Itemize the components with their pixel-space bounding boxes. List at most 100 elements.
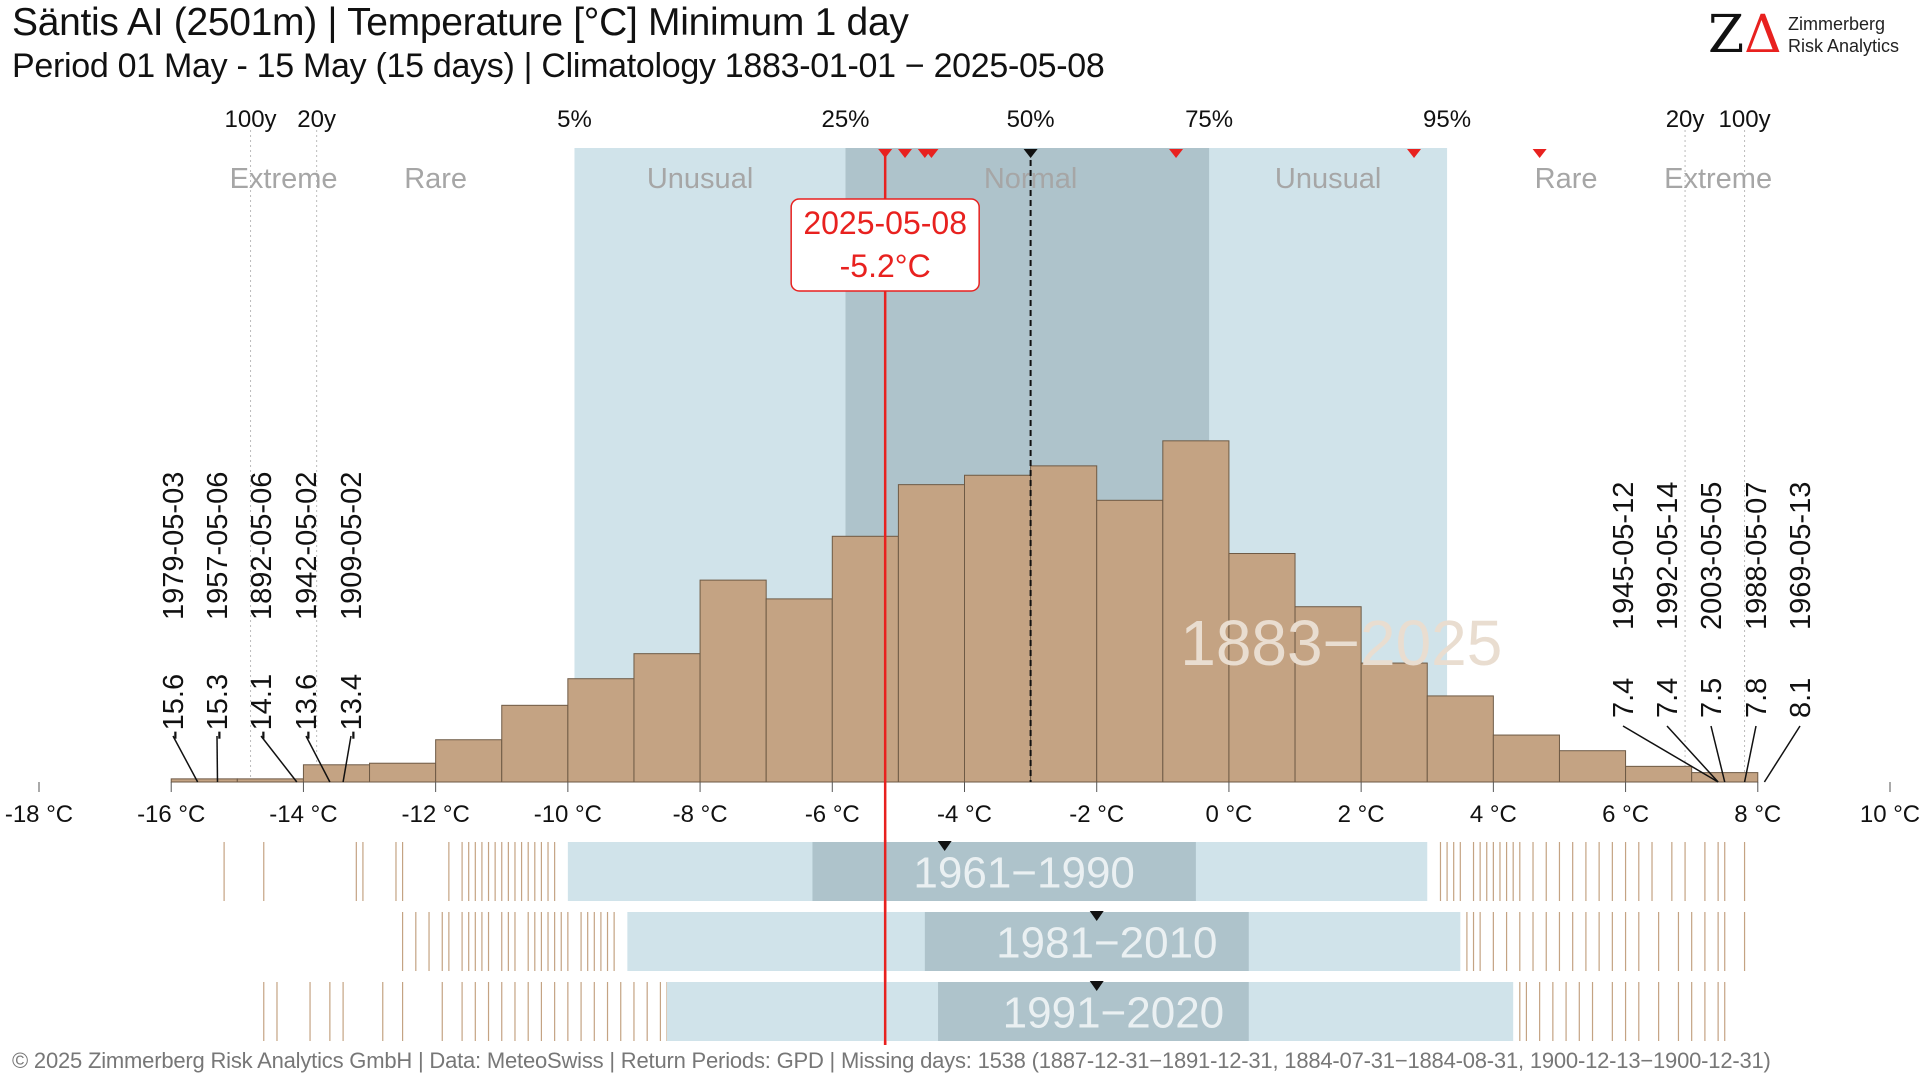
extreme-date: 1945-05-12 (1608, 482, 1640, 630)
x-tick-label: 10 °C (1860, 801, 1920, 828)
percentile-label: 5% (557, 106, 592, 133)
percentile-label: 50% (1007, 106, 1055, 133)
extreme-date: 1942-05-02 (291, 472, 323, 620)
histogram-bar (501, 704, 569, 783)
x-tick-label: 4 °C (1470, 801, 1517, 828)
current-value-callout: 2025-05-08 -5.2°C (790, 198, 980, 292)
x-tick-label: -16 °C (137, 801, 205, 828)
extreme-date: 1979-05-03 (158, 472, 190, 620)
extreme-leader-line (342, 735, 352, 783)
logo-text-line2: Risk Analytics (1788, 36, 1900, 56)
reference-period-label: 1961−1990 (913, 849, 1134, 898)
histogram-bar (1625, 765, 1693, 783)
category-label: Unusual (1275, 163, 1381, 195)
reference-normal-band (924, 912, 1249, 971)
chart-subtitle: Period 01 May - 15 May (15 days) | Clima… (12, 47, 1105, 85)
x-tick-label: 0 °C (1205, 801, 1252, 828)
extreme-leader-line (172, 735, 199, 783)
reference-period-strip: 1991−2020 (263, 981, 1726, 1041)
histogram-bar (302, 764, 371, 783)
return-period-label: 20y (1666, 106, 1705, 133)
extreme-date: 1892-05-06 (246, 472, 278, 620)
extreme-date: 2003-05-05 (1696, 482, 1728, 630)
extreme-date: 1988-05-07 (1741, 482, 1773, 630)
extreme-value: 8.1 (1785, 678, 1817, 718)
extreme-annotation: 1992-05-14 7.4 (1652, 482, 1719, 783)
period-watermark: 1883−2025 (1180, 607, 1502, 679)
extreme-annotation: 2003-05-05 7.5 (1696, 482, 1728, 783)
percentile-label: 25% (821, 106, 869, 133)
histogram-bar (831, 535, 899, 783)
footer-credits: © 2025 Zimmerberg Risk Analytics GmbH | … (12, 1048, 1771, 1073)
chart-title: Säntis AI (2501m) | Temperature [°C] Min… (12, 1, 909, 44)
extreme-leader-line (1666, 725, 1719, 783)
callout-box (790, 198, 980, 292)
extreme-date: 1969-05-13 (1785, 482, 1817, 630)
extreme-annotation: 1979-05-03 -15.6 (158, 472, 199, 783)
x-tick-label: -10 °C (534, 801, 602, 828)
histogram-bar (1162, 440, 1230, 783)
x-tick-label: -4 °C (937, 801, 992, 828)
category-label: Extreme (230, 163, 338, 195)
recent-day-marker (1407, 149, 1422, 158)
extreme-leader-line (1710, 725, 1726, 783)
histogram-bar (1030, 465, 1098, 783)
category-label: Extreme (1664, 163, 1772, 195)
percentile-label: 95% (1423, 106, 1471, 133)
extreme-annotation: 1988-05-07 7.8 (1741, 482, 1773, 783)
category-label: Rare (1535, 163, 1598, 195)
reference-median-marker (1089, 911, 1104, 921)
recent-day-marker (924, 149, 939, 158)
histogram-bar (1558, 750, 1627, 783)
extreme-leader-line (1763, 725, 1801, 783)
histogram-bar (964, 474, 1032, 783)
category-label: Normal (984, 163, 1077, 195)
histogram-bar (369, 762, 437, 783)
extreme-value: -15.6 (158, 674, 190, 740)
percentile-label: 75% (1185, 106, 1233, 133)
x-tick-label: -6 °C (805, 801, 860, 828)
x-axis: -18 °C -16 °C -14 °C -12 °C -10 °C -8 °C -6 °C… (5, 782, 1920, 828)
x-tick-label: -2 °C (1069, 801, 1124, 828)
extreme-date: 1992-05-14 (1652, 482, 1684, 630)
x-tick-label: -14 °C (269, 801, 337, 828)
recent-day-marker (898, 149, 913, 158)
histogram-bar (435, 739, 503, 783)
histogram-bar (1360, 662, 1428, 783)
median-marker (1023, 149, 1038, 158)
reference-median-marker (1089, 981, 1104, 991)
extreme-value: -15.3 (202, 674, 234, 740)
extreme-annotation: 1969-05-13 8.1 (1763, 482, 1817, 783)
recent-day-marker (878, 149, 893, 158)
extreme-annotation: 1909-05-02 -13.4 (336, 472, 368, 783)
histogram-bar (236, 778, 304, 783)
reference-normal-band (812, 842, 1196, 901)
extreme-leader-line (1743, 725, 1757, 783)
extreme-leader-line (1622, 725, 1719, 783)
x-tick-label: -12 °C (401, 801, 469, 828)
histogram (170, 440, 1759, 783)
logo-mark-delta: Δ (1744, 5, 1782, 65)
extreme-annotation: 1945-05-12 7.4 (1608, 482, 1719, 783)
histogram-bar (699, 579, 767, 783)
extreme-value: 7.5 (1696, 678, 1728, 718)
callout-value: -5.2°C (840, 248, 931, 284)
histogram-bar (1492, 734, 1560, 783)
reference-period-label: 1981−2010 (996, 919, 1217, 968)
logo-mark: ZΔ (1708, 8, 1782, 62)
reference-period-strip: 1961−1990 (223, 841, 1746, 901)
histogram-bar (897, 484, 966, 783)
extreme-annotation: 1892-05-06 -14.1 (246, 472, 298, 783)
histogram-bar (1426, 695, 1494, 783)
extreme-value: -14.1 (246, 674, 278, 740)
x-tick-label: 8 °C (1734, 801, 1781, 828)
reference-median-marker (937, 841, 952, 851)
callout-date: 2025-05-08 (803, 205, 967, 241)
extreme-annotation: 1957-05-06 -15.3 (202, 472, 234, 783)
reference-normal-band (938, 982, 1249, 1041)
histogram-bar (633, 653, 701, 783)
histogram-bar (567, 678, 635, 783)
extreme-value: 7.4 (1652, 678, 1684, 718)
logo-text-line1: Zimmerberg (1788, 14, 1886, 34)
